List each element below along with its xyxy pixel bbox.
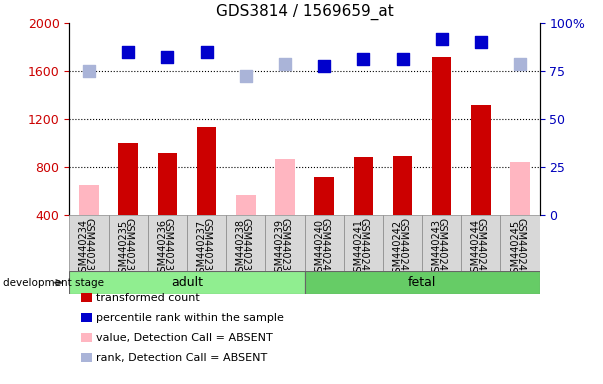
Bar <box>236 195 256 215</box>
Point <box>280 61 290 67</box>
Text: GSM440245: GSM440245 <box>515 218 525 277</box>
Title: GDS3814 / 1569659_at: GDS3814 / 1569659_at <box>216 4 393 20</box>
Point <box>241 73 251 79</box>
Text: GSM440236: GSM440236 <box>157 220 167 278</box>
Text: development stage: development stage <box>3 278 104 288</box>
Bar <box>69 271 305 294</box>
Point <box>201 49 212 55</box>
Bar <box>109 215 148 271</box>
Bar <box>471 104 491 215</box>
Text: GSM440240: GSM440240 <box>314 220 324 278</box>
Text: GSM440245: GSM440245 <box>510 220 520 279</box>
Text: GSM440236: GSM440236 <box>162 218 172 277</box>
Text: GSM440235: GSM440235 <box>123 218 133 277</box>
Bar <box>393 156 412 215</box>
Text: value, Detection Call = ABSENT: value, Detection Call = ABSENT <box>96 333 273 343</box>
Text: transformed count: transformed count <box>96 293 200 303</box>
Bar <box>500 215 540 271</box>
Bar <box>187 215 226 271</box>
Text: GSM440244: GSM440244 <box>476 218 486 277</box>
Text: GSM440237: GSM440237 <box>197 220 206 279</box>
Bar <box>79 185 99 215</box>
Point <box>320 63 329 70</box>
Bar <box>510 162 530 215</box>
Bar <box>432 56 452 215</box>
Text: GSM440234: GSM440234 <box>84 218 94 277</box>
Text: GSM440241: GSM440241 <box>358 218 368 277</box>
Bar <box>305 215 344 271</box>
Text: GSM440241: GSM440241 <box>353 220 363 278</box>
Text: GSM440243: GSM440243 <box>432 220 441 278</box>
Text: GSM440239: GSM440239 <box>280 218 290 277</box>
Point <box>358 56 368 62</box>
Text: GSM440243: GSM440243 <box>437 218 447 277</box>
Text: GSM440237: GSM440237 <box>201 218 212 277</box>
Bar <box>226 215 265 271</box>
Point <box>515 61 525 67</box>
Bar <box>344 215 383 271</box>
Text: GSM440242: GSM440242 <box>397 218 408 277</box>
Bar <box>305 271 540 294</box>
Bar <box>69 215 109 271</box>
Text: rank, Detection Call = ABSENT: rank, Detection Call = ABSENT <box>96 353 268 362</box>
Text: GSM440238: GSM440238 <box>236 220 246 278</box>
Text: GSM440242: GSM440242 <box>393 220 403 279</box>
Text: GSM440240: GSM440240 <box>319 218 329 277</box>
Bar <box>275 159 295 215</box>
Text: GSM440235: GSM440235 <box>118 220 128 279</box>
Text: GSM440244: GSM440244 <box>471 220 481 278</box>
Bar <box>353 157 373 215</box>
Point <box>398 56 408 62</box>
Point <box>476 39 486 45</box>
Point <box>123 50 133 56</box>
Bar <box>197 127 216 215</box>
Bar <box>265 215 305 271</box>
Bar <box>314 177 334 215</box>
Bar <box>422 215 461 271</box>
Text: fetal: fetal <box>408 276 437 289</box>
Text: GSM440234: GSM440234 <box>79 220 89 278</box>
Point <box>437 36 446 42</box>
Bar <box>118 143 138 215</box>
Text: GSM440238: GSM440238 <box>241 218 251 277</box>
Point <box>162 53 172 60</box>
Text: adult: adult <box>171 276 203 289</box>
Bar <box>157 152 177 215</box>
Bar <box>148 215 187 271</box>
Text: GSM440239: GSM440239 <box>275 220 285 278</box>
Bar <box>461 215 500 271</box>
Bar <box>383 215 422 271</box>
Point <box>84 68 94 74</box>
Text: percentile rank within the sample: percentile rank within the sample <box>96 313 285 323</box>
